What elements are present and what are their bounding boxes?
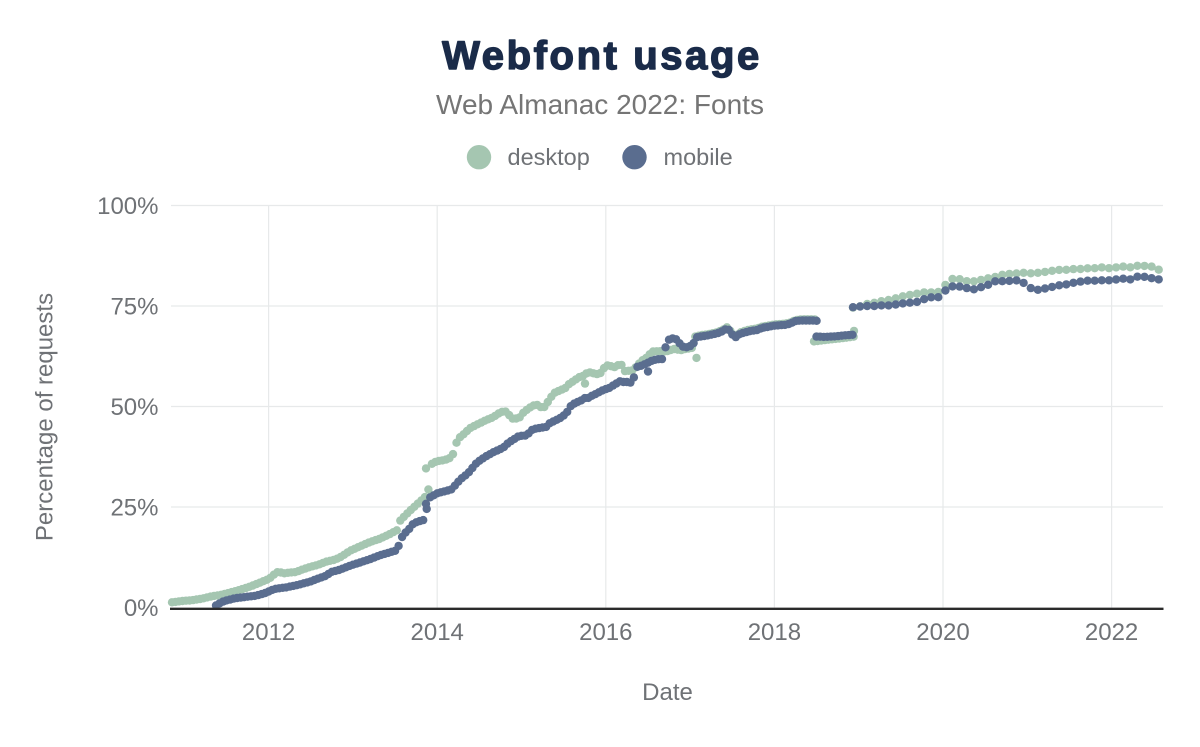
svg-text:2020: 2020 bbox=[916, 619, 969, 646]
svg-text:2018: 2018 bbox=[748, 619, 801, 646]
svg-text:Date: Date bbox=[642, 679, 693, 706]
svg-text:50%: 50% bbox=[110, 394, 158, 421]
svg-text:2016: 2016 bbox=[579, 619, 632, 646]
svg-text:100%: 100% bbox=[97, 193, 158, 220]
svg-text:mobile: mobile bbox=[664, 144, 733, 170]
svg-text:2012: 2012 bbox=[242, 619, 295, 646]
svg-text:2014: 2014 bbox=[411, 619, 464, 646]
svg-text:75%: 75% bbox=[110, 294, 158, 321]
svg-text:0%: 0% bbox=[124, 595, 159, 622]
svg-text:Percentage of requests: Percentage of requests bbox=[32, 293, 59, 541]
svg-text:Webfont usage: Webfont usage bbox=[442, 34, 762, 78]
svg-text:25%: 25% bbox=[110, 495, 158, 522]
svg-text:2022: 2022 bbox=[1085, 619, 1138, 646]
svg-text:desktop: desktop bbox=[508, 144, 590, 170]
svg-text:Web Almanac 2022: Fonts: Web Almanac 2022: Fonts bbox=[436, 89, 764, 120]
